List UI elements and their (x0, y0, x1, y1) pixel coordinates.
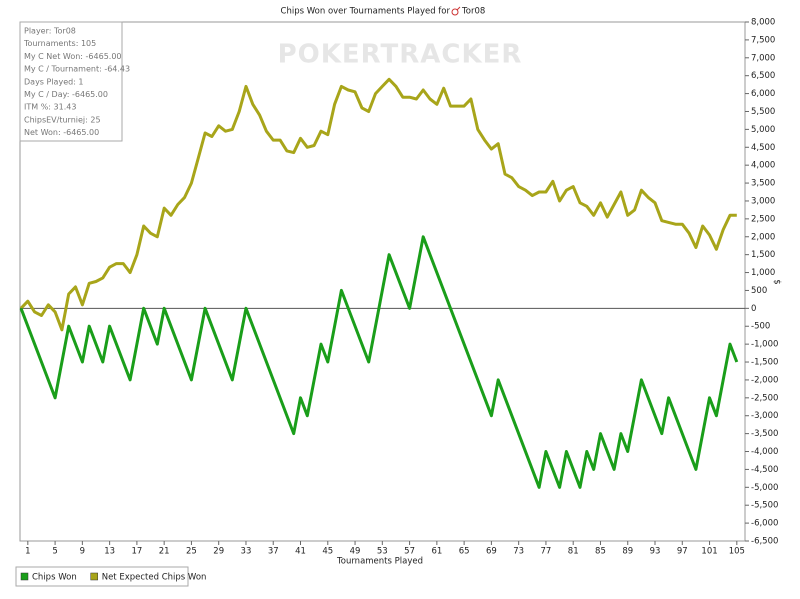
stat-line: ChipsEV/turniej: 25 (24, 115, 101, 124)
player-name: Tor08 (461, 7, 485, 17)
y-tick-label: 1,500 (751, 250, 775, 260)
y-tick-label: 7,000 (751, 53, 775, 63)
y-tick-label: -4,500 (751, 465, 778, 475)
x-tick-label: 25 (186, 547, 197, 557)
x-tick-label: 69 (486, 547, 497, 557)
x-tick-label: 21 (159, 547, 170, 557)
legend-label: Chips Won (32, 573, 77, 583)
y-tick-label: 6,000 (751, 89, 775, 99)
x-tick-label: 85 (595, 547, 606, 557)
y-tick-label: -1,500 (751, 358, 778, 368)
legend-box (15, 566, 189, 587)
x-tick-label: 9 (80, 547, 85, 557)
x-tick-label: 41 (295, 547, 306, 557)
legend-swatch (90, 572, 98, 581)
x-tick-label: 17 (131, 547, 142, 557)
y-tick-label: 0 (751, 304, 756, 314)
stat-line: Net Won: -6465.00 (24, 128, 99, 137)
stat-line: My C Net Won: -6465.00 (24, 52, 122, 61)
y-tick-label: 3,500 (751, 179, 775, 189)
y-tick-label: 500 (751, 286, 767, 296)
series-line (19, 77, 737, 332)
x-tick-label: 1 (25, 547, 30, 557)
y-axis-label: $ (772, 279, 782, 284)
x-tick-label: 77 (541, 547, 552, 557)
x-tick-label: 29 (213, 547, 224, 557)
x-tick-label: 65 (459, 547, 470, 557)
y-tick-label: -3,500 (751, 429, 778, 439)
y-tick-label: 1,000 (751, 268, 775, 278)
legend-label: Net Expected Chips Won (102, 573, 207, 583)
y-tick-label: 2,000 (751, 232, 775, 242)
y-tick-label: 4,500 (751, 143, 775, 153)
y-tick-label: -6,500 (751, 537, 778, 547)
x-tick-label: 37 (268, 547, 279, 557)
y-tick-label: -500 (751, 322, 770, 332)
x-tick-label: 93 (650, 547, 661, 557)
y-tick-label: 4,000 (751, 161, 775, 171)
y-tick-label: 3,000 (751, 196, 775, 206)
x-tick-label: 73 (513, 547, 524, 557)
y-tick-label: -6,000 (751, 519, 778, 529)
x-axis-label: Tournaments Played (336, 557, 423, 567)
y-tick-label: -4,000 (751, 447, 778, 457)
y-tick-label: 7,500 (751, 35, 775, 45)
stats-box (19, 21, 123, 142)
y-tick-label: 5,000 (751, 125, 775, 135)
y-tick-label: -2,000 (751, 375, 778, 385)
x-tick-label: 81 (568, 547, 579, 557)
x-tick-label: 33 (241, 547, 252, 557)
x-tick-label: 105 (729, 547, 745, 557)
y-tick-label: 8,000 (751, 18, 775, 28)
legend-swatch (20, 572, 29, 581)
stat-line: Player: Tor08 (24, 27, 76, 36)
stat-line: ITM %: 31.43 (24, 103, 76, 112)
watermark: POKERTRACKER (278, 40, 523, 70)
stat-line: My C / Day: -6465.00 (24, 90, 108, 99)
y-tick-label: 2,500 (751, 214, 775, 224)
x-tick-label: 101 (701, 547, 717, 557)
y-tick-label: -5,500 (751, 501, 778, 511)
stat-line: Tournaments: 105 (23, 39, 96, 48)
x-tick-label: 97 (677, 547, 688, 557)
y-tick-label: 5,500 (751, 107, 775, 117)
x-tick-label: 5 (52, 547, 57, 557)
y-tick-label: -5,000 (751, 483, 778, 493)
x-tick-label: 57 (404, 547, 415, 557)
stat-line: My C / Tournament: -64.43 (24, 65, 130, 74)
chart-title: Chips Won over Tournaments Played for (281, 7, 451, 17)
x-tick-label: 61 (431, 547, 442, 557)
y-tick-label: -1,000 (751, 340, 778, 350)
x-tick-label: 53 (377, 547, 388, 557)
player-icon (451, 6, 461, 16)
x-tick-label: 13 (104, 547, 115, 557)
y-tick-label: -3,000 (751, 411, 778, 421)
x-tick-label: 89 (622, 547, 633, 557)
y-tick-label: -2,500 (751, 393, 778, 403)
series-line (19, 235, 739, 489)
y-tick-label: 6,500 (751, 71, 775, 81)
x-tick-label: 49 (350, 547, 361, 557)
x-tick-label: 45 (322, 547, 333, 557)
stat-line: Days Played: 1 (24, 77, 84, 86)
